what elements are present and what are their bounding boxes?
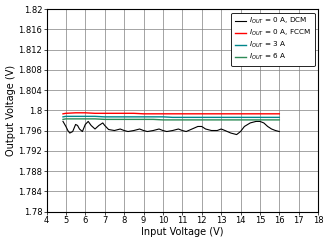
$I_{OUT}$ = 0 A, DCM: [223, 129, 227, 132]
$I_{OUT}$ = 0 A, FCCM: [64, 112, 68, 115]
$I_{OUT}$ = 6 A: [83, 117, 87, 120]
$I_{OUT}$ = 0 A, DCM: [176, 128, 180, 130]
$I_{OUT}$ = 0 A, DCM: [277, 130, 281, 133]
$I_{OUT}$ = 6 A: [64, 117, 68, 120]
Y-axis label: Output Voltage (V): Output Voltage (V): [6, 65, 15, 156]
$I_{OUT}$ = 3 A: [210, 116, 214, 119]
$I_{OUT}$ = 0 A, DCM: [235, 133, 239, 136]
$I_{OUT}$ = 6 A: [219, 118, 223, 121]
$I_{OUT}$ = 0 A, FCCM: [262, 112, 266, 115]
$I_{OUT}$ = 3 A: [268, 116, 272, 119]
$I_{OUT}$ = 6 A: [93, 117, 97, 120]
$I_{OUT}$ = 0 A, FCCM: [248, 112, 252, 115]
$I_{OUT}$ = 0 A, FCCM: [190, 112, 194, 115]
$I_{OUT}$ = 3 A: [190, 116, 194, 119]
$I_{OUT}$ = 6 A: [61, 118, 65, 121]
$I_{OUT}$ = 6 A: [258, 118, 262, 121]
$I_{OUT}$ = 6 A: [103, 118, 107, 121]
$I_{OUT}$ = 0 A, FCCM: [161, 112, 165, 115]
$I_{OUT}$ = 0 A, FCCM: [277, 112, 281, 115]
$I_{OUT}$ = 6 A: [262, 118, 266, 121]
$I_{OUT}$ = 6 A: [161, 118, 165, 121]
$I_{OUT}$ = 6 A: [132, 118, 136, 121]
$I_{OUT}$ = 0 A, FCCM: [141, 112, 145, 115]
$I_{OUT}$ = 0 A, DCM: [61, 120, 65, 123]
$I_{OUT}$ = 3 A: [141, 115, 145, 118]
$I_{OUT}$ = 0 A, DCM: [190, 128, 194, 130]
$I_{OUT}$ = 6 A: [190, 118, 194, 121]
$I_{OUT}$ = 3 A: [171, 116, 175, 119]
$I_{OUT}$ = 0 A, FCCM: [229, 112, 233, 115]
$I_{OUT}$ = 0 A, FCCM: [268, 112, 272, 115]
$I_{OUT}$ = 3 A: [61, 115, 65, 118]
$I_{OUT}$ = 3 A: [93, 115, 97, 118]
$I_{OUT}$ = 3 A: [200, 116, 204, 119]
Legend: $I_{OUT}$ = 0 A, DCM, $I_{OUT}$ = 0 A, FCCM, $I_{OUT}$ = 3 A, $I_{OUT}$ = 6 A: $I_{OUT}$ = 0 A, DCM, $I_{OUT}$ = 0 A, F…: [231, 13, 315, 66]
$I_{OUT}$ = 3 A: [122, 115, 126, 118]
$I_{OUT}$ = 0 A, FCCM: [83, 111, 87, 114]
$I_{OUT}$ = 6 A: [74, 117, 78, 120]
$I_{OUT}$ = 0 A, FCCM: [113, 112, 116, 115]
$I_{OUT}$ = 0 A, FCCM: [258, 112, 262, 115]
$I_{OUT}$ = 6 A: [113, 118, 116, 121]
$I_{OUT}$ = 3 A: [132, 115, 136, 118]
$I_{OUT}$ = 0 A, FCCM: [219, 112, 223, 115]
Line: $I_{OUT}$ = 3 A: $I_{OUT}$ = 3 A: [63, 116, 279, 117]
$I_{OUT}$ = 6 A: [180, 118, 184, 121]
$I_{OUT}$ = 3 A: [258, 116, 262, 119]
$I_{OUT}$ = 0 A, FCCM: [93, 112, 97, 115]
$I_{OUT}$ = 6 A: [277, 118, 281, 121]
$I_{OUT}$ = 0 A, FCCM: [180, 112, 184, 115]
$I_{OUT}$ = 0 A, DCM: [101, 122, 105, 124]
$I_{OUT}$ = 6 A: [248, 118, 252, 121]
$I_{OUT}$ = 6 A: [141, 118, 145, 121]
$I_{OUT}$ = 6 A: [171, 118, 175, 121]
$I_{OUT}$ = 0 A, FCCM: [132, 112, 136, 115]
$I_{OUT}$ = 0 A, DCM: [258, 120, 262, 123]
Line: $I_{OUT}$ = 6 A: $I_{OUT}$ = 6 A: [63, 119, 279, 120]
Line: $I_{OUT}$ = 0 A, DCM: $I_{OUT}$ = 0 A, DCM: [63, 122, 279, 135]
$I_{OUT}$ = 3 A: [161, 115, 165, 118]
$I_{OUT}$ = 6 A: [229, 118, 233, 121]
$I_{OUT}$ = 6 A: [200, 118, 204, 121]
$I_{OUT}$ = 0 A, FCCM: [74, 111, 78, 114]
$I_{OUT}$ = 6 A: [210, 118, 214, 121]
$I_{OUT}$ = 6 A: [239, 118, 242, 121]
$I_{OUT}$ = 3 A: [64, 115, 68, 118]
$I_{OUT}$ = 3 A: [74, 115, 78, 118]
$I_{OUT}$ = 3 A: [219, 116, 223, 119]
X-axis label: Input Voltage (V): Input Voltage (V): [141, 227, 224, 237]
Line: $I_{OUT}$ = 0 A, FCCM: $I_{OUT}$ = 0 A, FCCM: [63, 113, 279, 114]
$I_{OUT}$ = 6 A: [268, 118, 272, 121]
$I_{OUT}$ = 0 A, FCCM: [210, 112, 214, 115]
$I_{OUT}$ = 3 A: [151, 115, 155, 118]
$I_{OUT}$ = 0 A, DCM: [180, 129, 184, 132]
$I_{OUT}$ = 0 A, FCCM: [103, 112, 107, 115]
$I_{OUT}$ = 0 A, FCCM: [171, 112, 175, 115]
$I_{OUT}$ = 3 A: [83, 115, 87, 118]
$I_{OUT}$ = 3 A: [262, 116, 266, 119]
$I_{OUT}$ = 6 A: [151, 118, 155, 121]
$I_{OUT}$ = 3 A: [180, 116, 184, 119]
$I_{OUT}$ = 6 A: [122, 118, 126, 121]
$I_{OUT}$ = 3 A: [103, 115, 107, 118]
$I_{OUT}$ = 0 A, FCCM: [151, 112, 155, 115]
$I_{OUT}$ = 3 A: [248, 116, 252, 119]
$I_{OUT}$ = 0 A, FCCM: [122, 112, 126, 115]
$I_{OUT}$ = 3 A: [239, 116, 242, 119]
$I_{OUT}$ = 3 A: [229, 116, 233, 119]
$I_{OUT}$ = 0 A, FCCM: [239, 112, 242, 115]
$I_{OUT}$ = 0 A, FCCM: [200, 112, 204, 115]
$I_{OUT}$ = 3 A: [113, 115, 116, 118]
$I_{OUT}$ = 0 A, FCCM: [61, 112, 65, 115]
$I_{OUT}$ = 3 A: [277, 116, 281, 119]
